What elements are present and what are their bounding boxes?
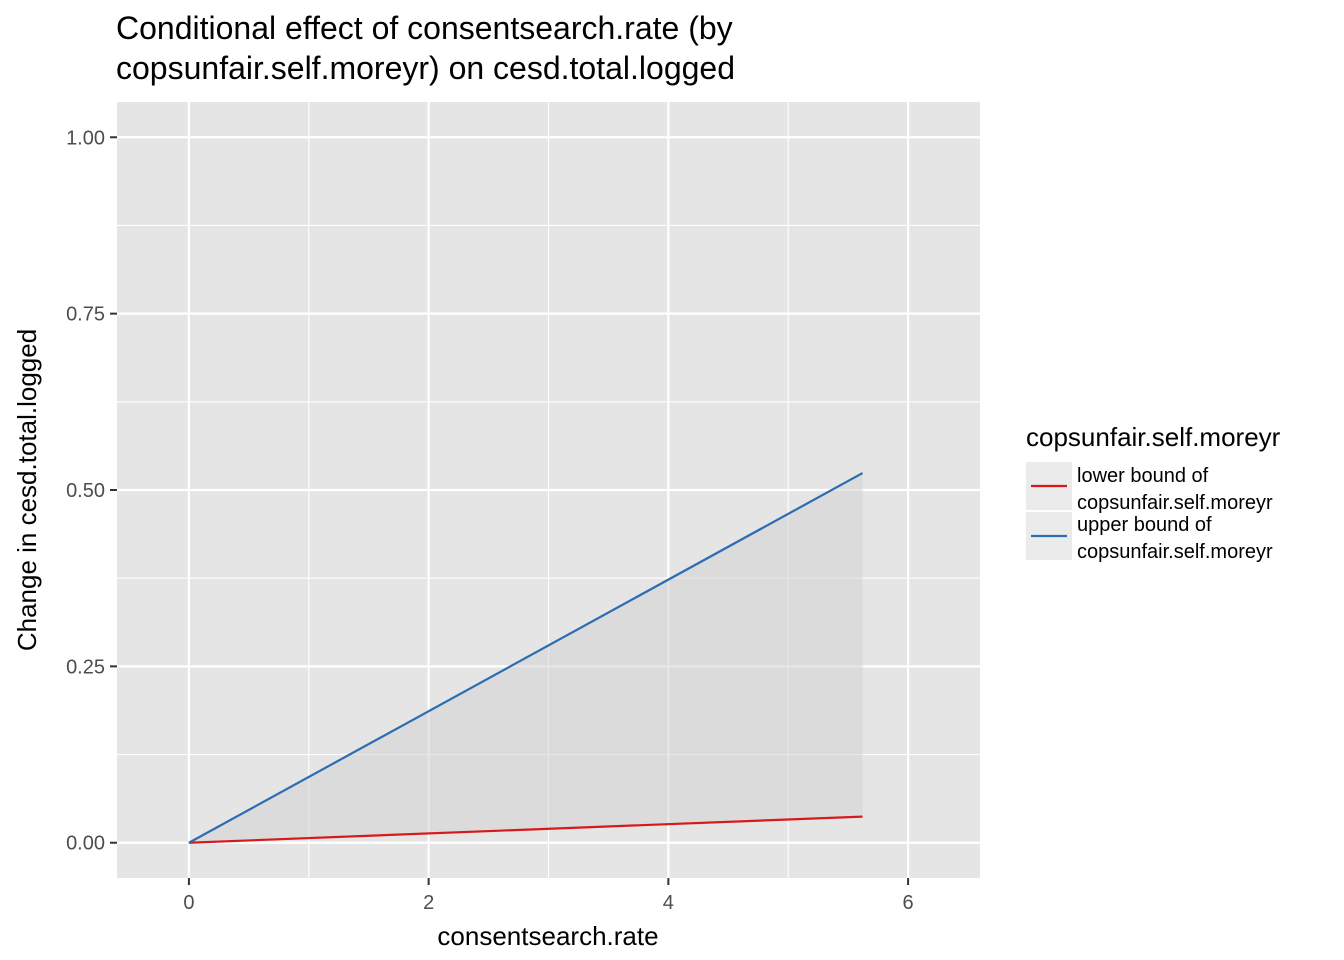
x-axis-title: consentsearch.rate (437, 921, 658, 951)
legend-label-upper-line-2: copsunfair.self.moreyr (1077, 541, 1273, 563)
legend-label-lower-line-2: copsunfair.self.moreyr (1077, 492, 1273, 514)
series-line-upper (188, 472, 864, 844)
y-tick-label: 0.50 (66, 480, 105, 502)
series-lines (188, 472, 864, 844)
y-tick-label: 1.00 (66, 127, 105, 149)
legend: copsunfair.self.moreyr lower bound of co… (1026, 422, 1281, 563)
y-tick-label: 0.00 (66, 833, 105, 855)
series-line-lower (188, 815, 863, 844)
legend-label-lower-line-1: lower bound of (1077, 465, 1209, 487)
x-tick-label: 0 (183, 892, 194, 914)
y-tick-label: 0.75 (66, 304, 105, 326)
chart-title-line-2: copsunfair.self.moreyr) on cesd.total.lo… (116, 50, 735, 86)
chart-title-line-1: Conditional effect of consentsearch.rate… (116, 10, 733, 46)
x-axis: 0 2 4 6 (183, 878, 914, 914)
x-tick-label: 4 (663, 892, 674, 914)
legend-label-upper-line-1: upper bound of (1077, 514, 1212, 536)
y-axis: 0.00 0.25 0.50 0.75 1.00 (66, 127, 117, 855)
y-axis-title: Change in cesd.total.logged (12, 329, 42, 651)
legend-title: copsunfair.self.moreyr (1026, 422, 1281, 452)
x-tick-label: 6 (903, 892, 914, 914)
y-tick-label: 0.25 (66, 656, 105, 678)
x-tick-label: 2 (423, 892, 434, 914)
